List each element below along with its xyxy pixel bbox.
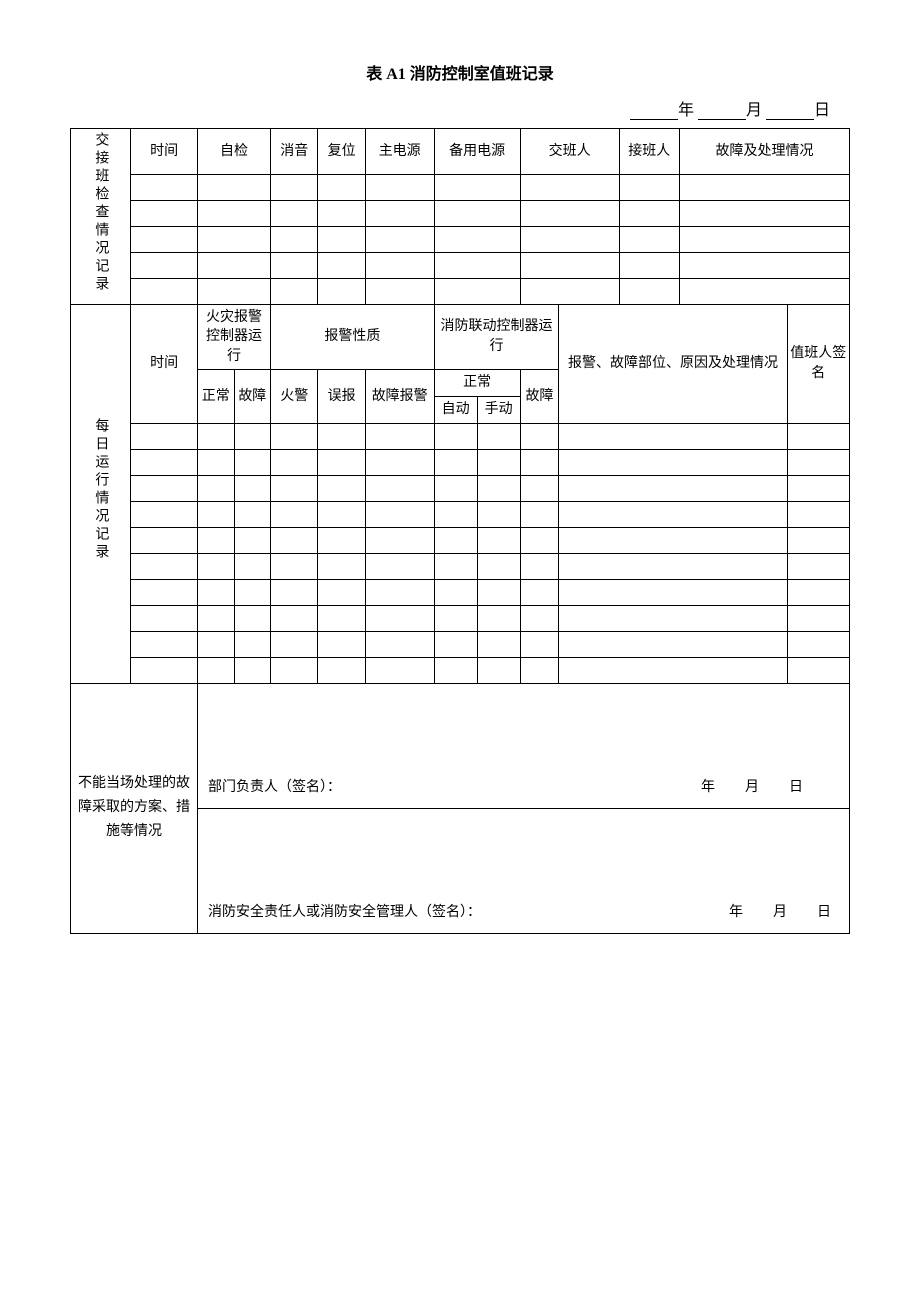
section2-row (71, 423, 850, 449)
form-title: 表 A1 消防控制室值班记录 (70, 60, 850, 84)
h2-time: 时间 (131, 304, 198, 423)
month-blank[interactable] (698, 101, 746, 120)
h-receiver: 接班人 (619, 129, 679, 175)
section2-row (71, 631, 850, 657)
h2-falsealarm: 误报 (318, 370, 365, 423)
h2-dutysign: 值班人签名 (787, 304, 850, 423)
section2-row (71, 605, 850, 631)
day-label: 日 (814, 102, 830, 119)
h2-linkcontroller: 消防联动控制器运行 (434, 304, 559, 370)
section1-row (71, 252, 850, 278)
h2-normal2: 正常 (434, 370, 520, 397)
section2-row (71, 527, 850, 553)
h-selfcheck: 自检 (197, 129, 270, 175)
h-reset: 复位 (318, 129, 365, 175)
section3-sig2[interactable]: 消防安全责任人或消防安全管理人（签名）： 年 月 日 (197, 808, 849, 933)
h2-faultalarm: 故障报警 (365, 370, 434, 423)
h-backuppower: 备用电源 (434, 129, 520, 175)
h2-firecontroller: 火灾报警控制器运行 (197, 304, 270, 370)
date-line: 年 月 日 (70, 96, 850, 120)
h2-alarmlocation: 报警、故障部位、原因及处理情况 (559, 304, 787, 423)
dept-sign-label: 部门负责人（签名）： (208, 778, 341, 798)
h2-fault2: 故障 (520, 370, 559, 423)
section2-row (71, 501, 850, 527)
h-mute: 消音 (271, 129, 318, 175)
day-blank[interactable] (766, 101, 814, 120)
h2-fault1: 故障 (234, 370, 271, 423)
section2-label: 每日运行情况记录 (71, 304, 131, 683)
section3-label: 不能当场处理的故障采取的方案、措施等情况 (71, 683, 198, 933)
section2-row (71, 449, 850, 475)
section3-sig1[interactable]: 部门负责人（签名）： 年 月 日 (197, 683, 849, 808)
h-handover: 交班人 (520, 129, 619, 175)
section1-row (71, 200, 850, 226)
h2-firealarm: 火警 (271, 370, 318, 423)
section2-row (71, 475, 850, 501)
h-mainpower: 主电源 (365, 129, 434, 175)
section1-row (71, 226, 850, 252)
section1-row (71, 278, 850, 304)
h2-normal1: 正常 (197, 370, 234, 423)
year-blank[interactable] (630, 101, 678, 120)
h-time: 时间 (131, 129, 198, 175)
year-label: 年 (678, 102, 694, 119)
section2-row (71, 553, 850, 579)
h2-manual: 手动 (477, 396, 520, 423)
h2-alarmnature: 报警性质 (271, 304, 435, 370)
sig1-date: 年 月 日 (693, 778, 839, 798)
month-label: 月 (746, 102, 762, 119)
section2-row (71, 579, 850, 605)
h-fault: 故障及处理情况 (679, 129, 849, 175)
section1-label: 交接班检查情况记录 (71, 129, 131, 305)
sig2-date: 年 月 日 (721, 903, 839, 923)
section1-row (71, 174, 850, 200)
section1-header: 交接班检查情况记录 时间 自检 消音 复位 主电源 备用电源 交班人 接班人 故… (71, 129, 850, 175)
h2-auto: 自动 (434, 396, 477, 423)
main-table: 交接班检查情况记录 时间 自检 消音 复位 主电源 备用电源 交班人 接班人 故… (70, 128, 850, 934)
safety-sign-label: 消防安全责任人或消防安全管理人（签名）： (208, 903, 481, 923)
section2-row (71, 657, 850, 683)
section3-row1: 不能当场处理的故障采取的方案、措施等情况 部门负责人（签名）： 年 月 日 (71, 683, 850, 808)
